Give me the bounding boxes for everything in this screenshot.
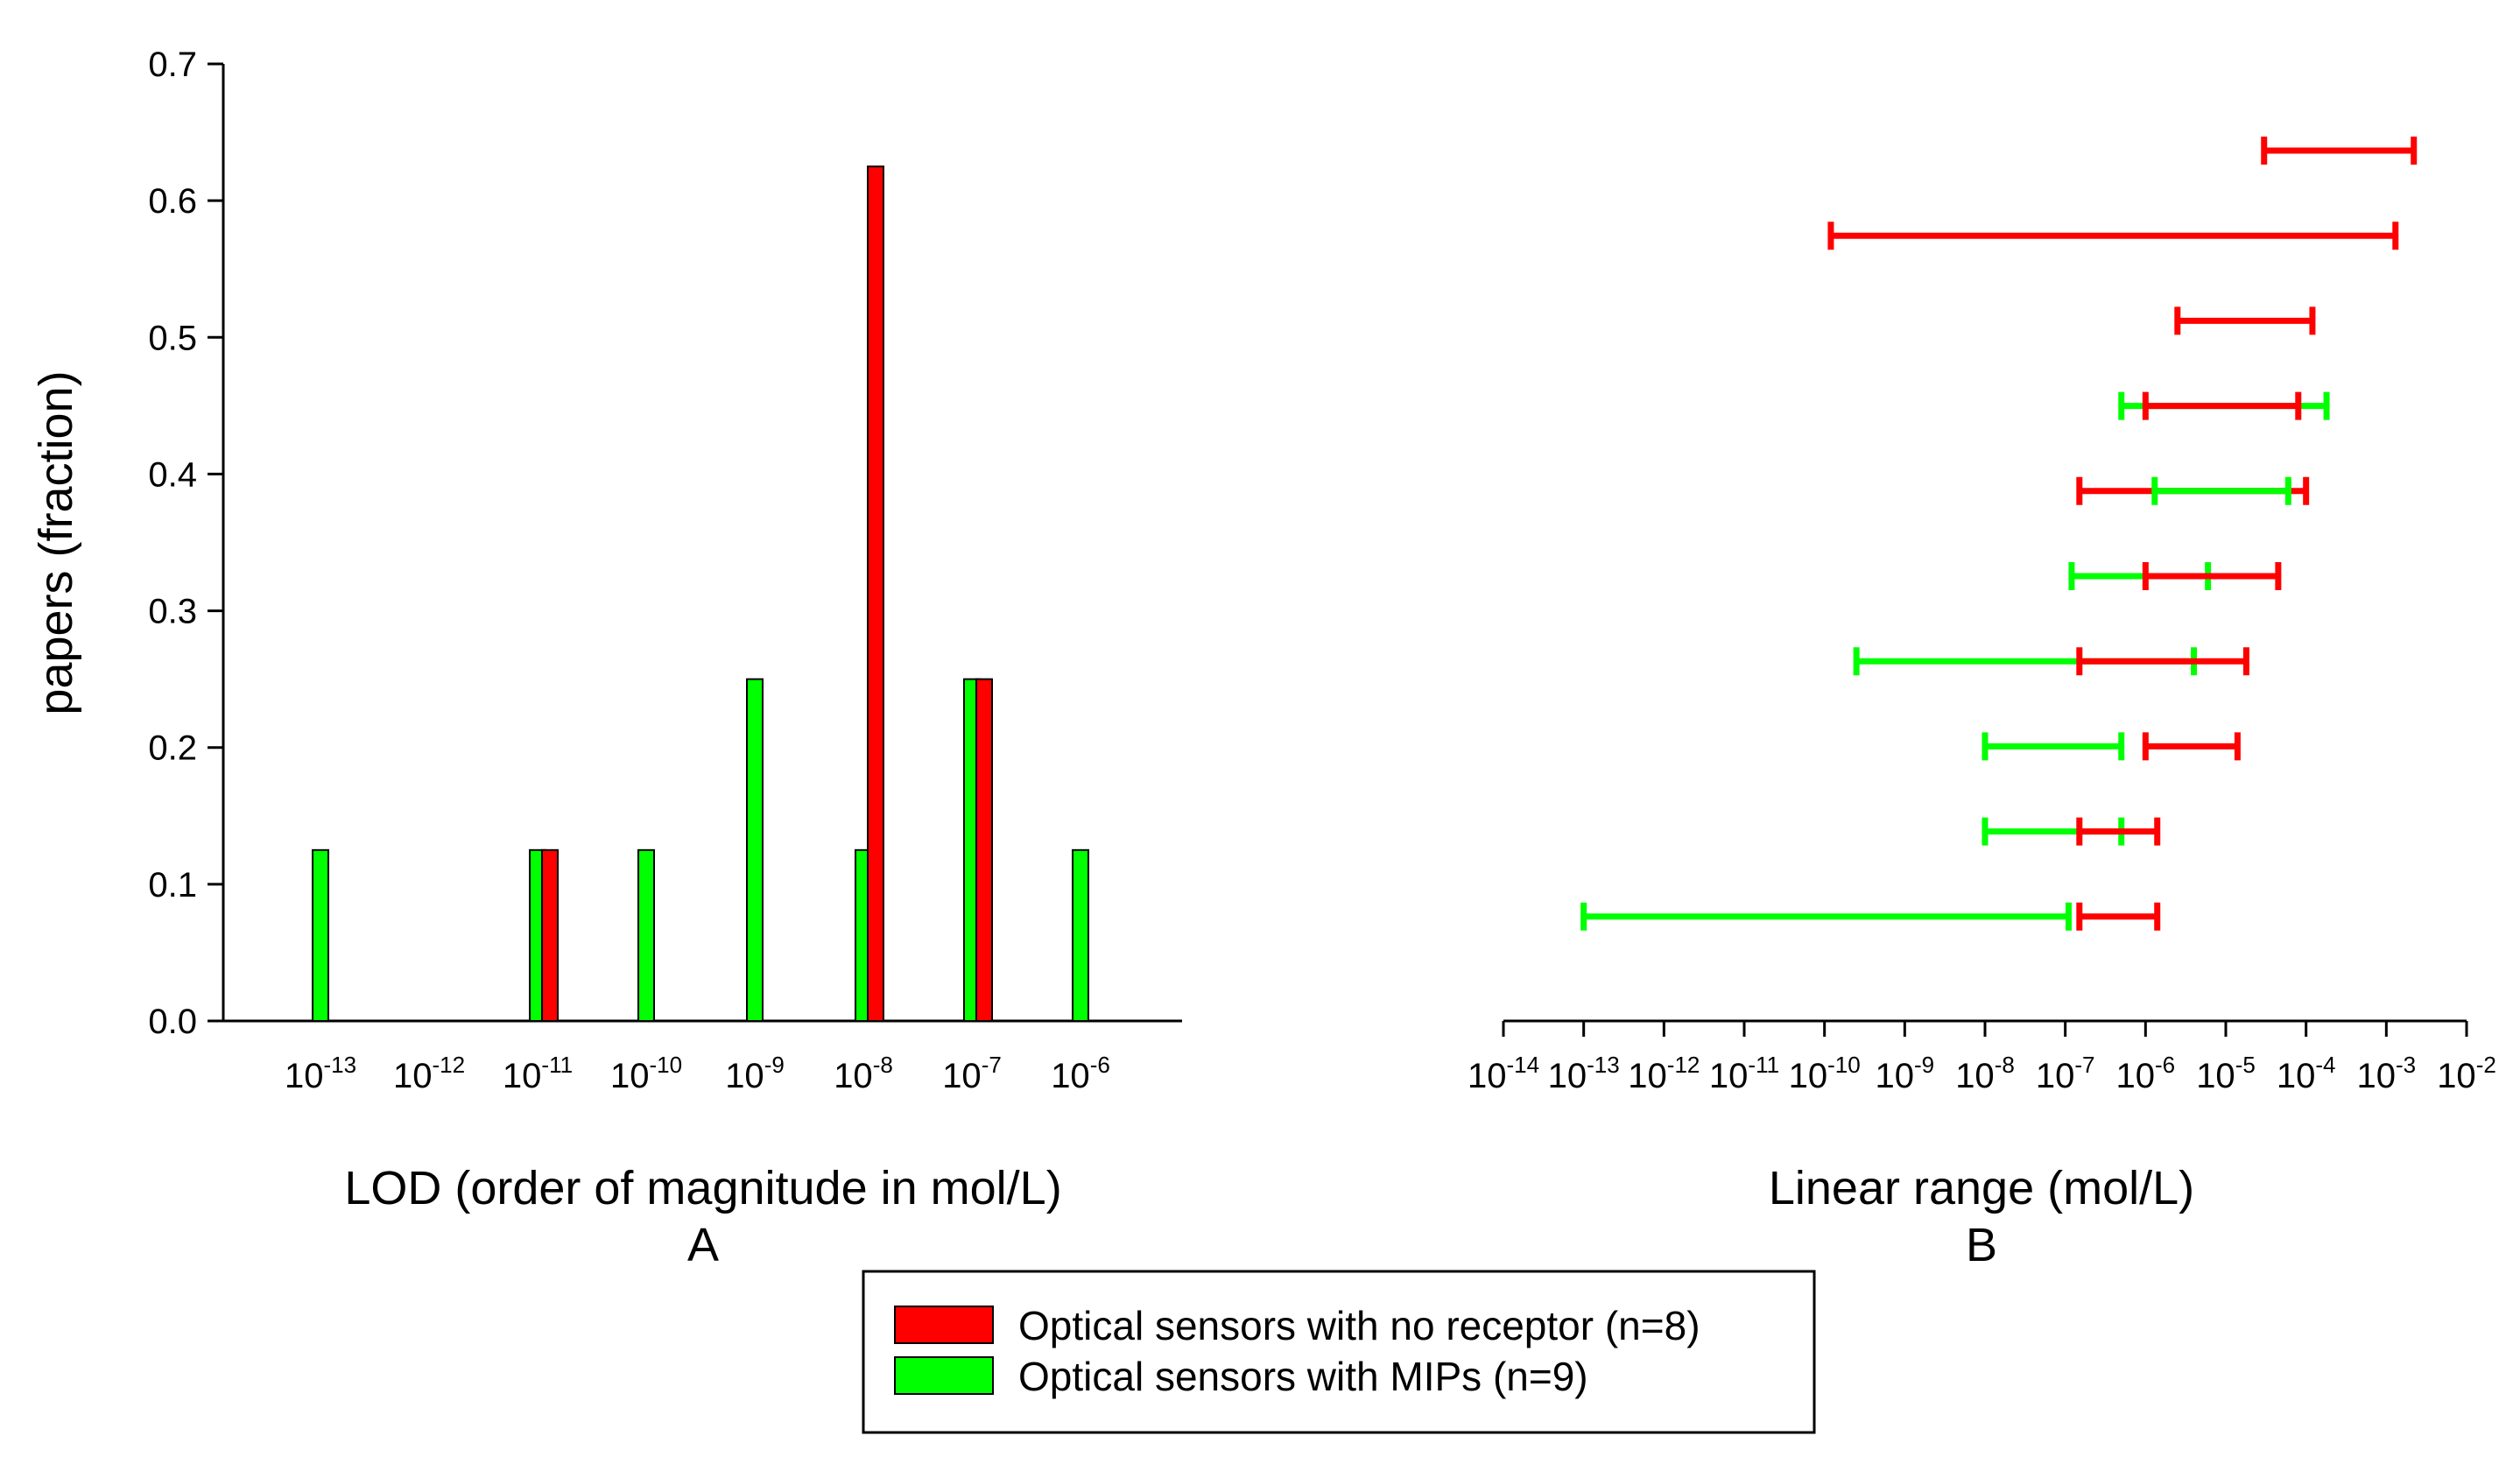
- panel-a-label: A: [687, 1219, 719, 1271]
- panel-a-y-tick-label: 0.1: [148, 866, 197, 904]
- panel-b-x-tick-label: 10-3: [2357, 1052, 2417, 1095]
- panel-b-x-tick-label: 10-4: [2277, 1052, 2336, 1095]
- panel-a-x-tick-label: 10-10: [610, 1052, 682, 1095]
- panel-a-x-tick-label: 10-6: [1051, 1052, 1110, 1095]
- panel-b-x-tick-label: 10-13: [1548, 1052, 1620, 1095]
- panel-a-xlabel: LOD (order of magnitude in mol/L): [344, 1162, 1061, 1214]
- panel-a-y-tick-label: 0.4: [148, 455, 197, 494]
- bar-no-receptor: [975, 678, 993, 1023]
- panel-a-y-tick-label: 0.3: [148, 593, 197, 631]
- panel-b-x-tick-label: 10-11: [1709, 1052, 1779, 1095]
- panel-b-x-tick-label: 10-10: [1789, 1052, 1861, 1095]
- panel-b: 10-14 10-13 10-12 10-11 10-10 10-9 10-8 10-7 10-…: [1468, 137, 2496, 1095]
- panel-a-ylabel: papers (fraction): [30, 370, 82, 714]
- panel-b-x-tick-label: 10-8: [1955, 1052, 2015, 1095]
- panel-b-x-tick-label: 10-7: [2036, 1052, 2095, 1095]
- bar-mips: [746, 678, 764, 1023]
- panel-b-label: B: [1966, 1219, 1997, 1271]
- panel-b-x-tick-label: 10-5: [2196, 1052, 2256, 1095]
- bar-mips: [1072, 848, 1089, 1022]
- panel-a-x-tick-label: 10-7: [942, 1052, 1002, 1095]
- bar-mips: [312, 848, 329, 1022]
- panel-b-xlabel: Linear range (mol/L): [1769, 1162, 2194, 1214]
- panel-a-x-tick-label: 10-11: [503, 1052, 573, 1095]
- panel-a-y-tick-label: 0.0: [148, 1003, 197, 1041]
- legend-frame: [862, 1270, 1816, 1434]
- panel-b-x-tick-label: 10-9: [1876, 1052, 1935, 1095]
- panel-a-x-tick-label: 10-12: [393, 1052, 465, 1095]
- bar-mips: [637, 848, 655, 1022]
- legend-label-mips: Optical sensors with MIPs (n=9): [1018, 1354, 1588, 1399]
- legend: Optical sensors with no receptor (n=8) O…: [862, 1270, 1816, 1434]
- panel-a-x-tick-label: 10-13: [285, 1052, 356, 1095]
- bar-no-receptor: [541, 848, 559, 1022]
- legend-swatch-no-receptor: [894, 1306, 994, 1344]
- panel-a-y-tick-label: 0.7: [148, 46, 197, 84]
- legend-swatch-mips: [894, 1356, 994, 1395]
- panel-a-x-tick-label: 10-8: [834, 1052, 893, 1095]
- bar-no-receptor: [867, 165, 884, 1023]
- legend-label-no-receptor: Optical sensors with no receptor (n=8): [1018, 1303, 1700, 1348]
- panel-a: 0.0 0.1 0.2 0.3 0.4 0.5 0.6 0.7 10-13 10-12 10-11 1…: [148, 46, 1182, 1095]
- panel-a-y-tick-label: 0.2: [148, 729, 197, 768]
- panel-b-x-tick-label: 10-6: [2116, 1052, 2176, 1095]
- panel-b-x-tick-label: 10-14: [1468, 1052, 1539, 1095]
- panel-a-x-tick-label: 10-9: [725, 1052, 785, 1095]
- panel-a-y-tick-label: 0.5: [148, 319, 197, 357]
- panel-a-y-tick-label: 0.6: [148, 182, 197, 221]
- panel-b-x-tick-label: 10-12: [1628, 1052, 1700, 1095]
- panel-b-x-tick-label: 10-2: [2437, 1052, 2496, 1095]
